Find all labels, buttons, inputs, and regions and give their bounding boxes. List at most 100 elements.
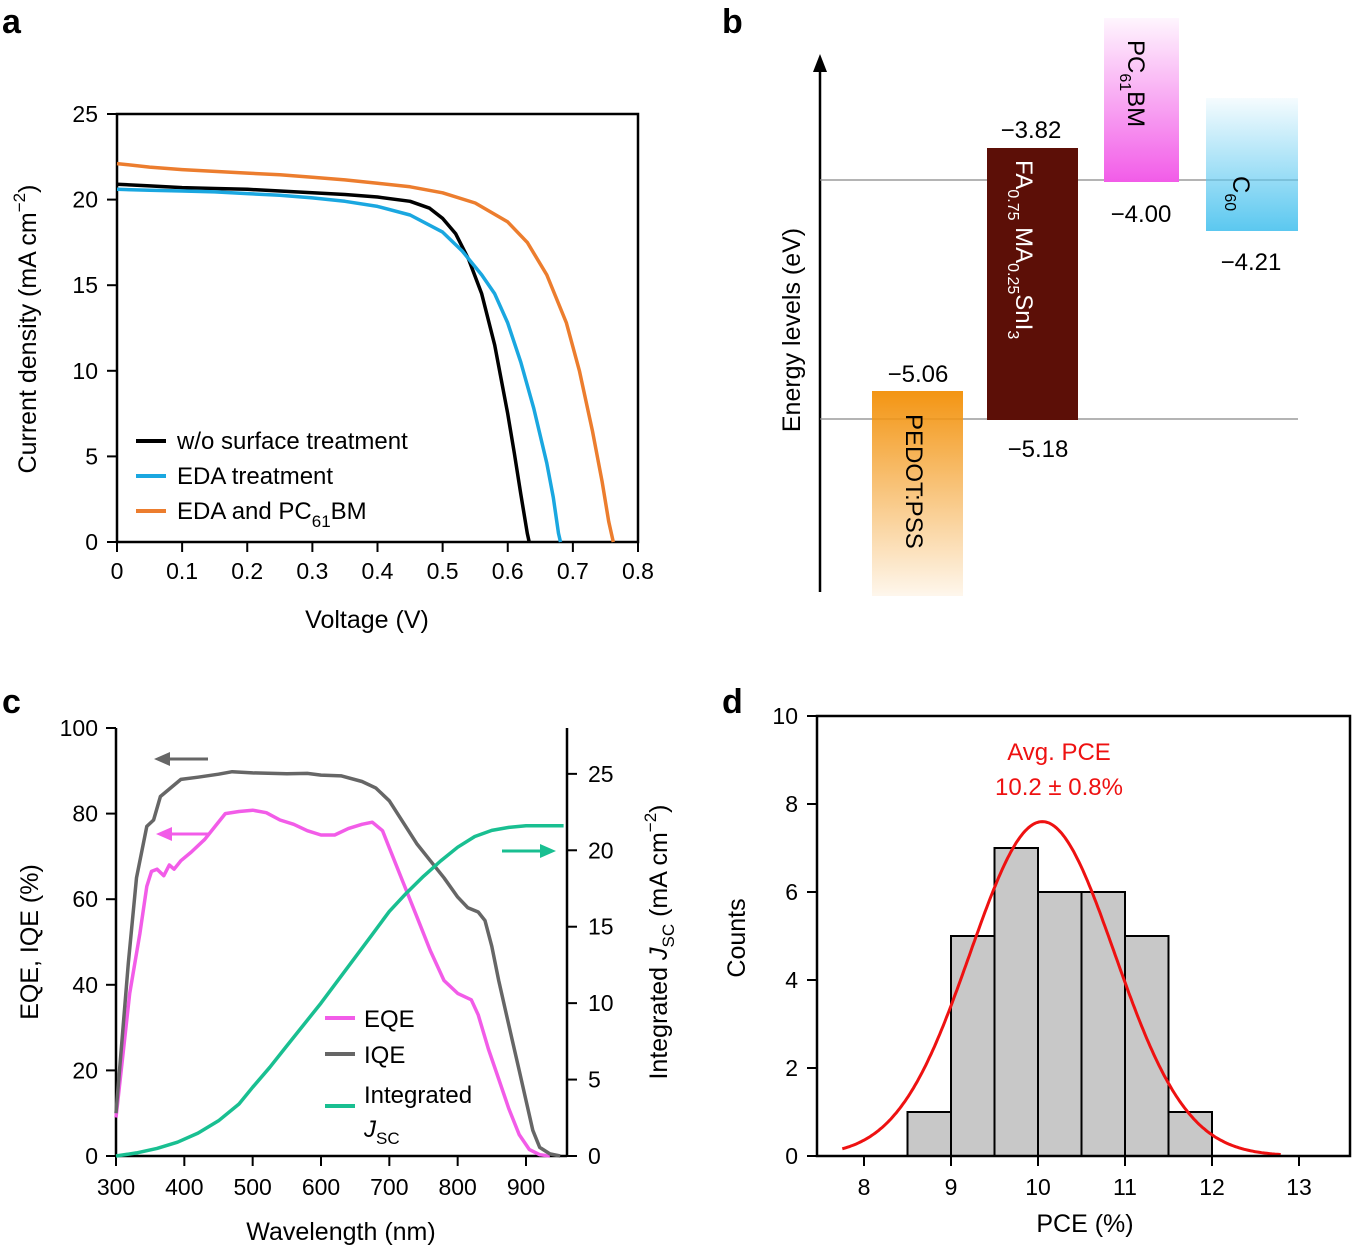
- pedot-pss-level: −5.06: [888, 361, 949, 388]
- c60-bar: [1206, 98, 1298, 231]
- legend-label-jsc-line1: Integrated: [364, 1082, 472, 1109]
- panel-a: a 0 0.1 0.2 0.3 0.4 0.5 0.6 0.7 0.8 0 5 10 15 20 25 V…: [2, 3, 654, 634]
- x-tick-label: 0.6: [492, 558, 524, 584]
- series-eqe: [114, 808, 551, 1158]
- y-tick-label: 0: [85, 529, 98, 555]
- x-tick-label: 600: [302, 1174, 340, 1200]
- y-axis-ticks-c: 0 20 40 60 80 100: [60, 715, 116, 1169]
- legend-c: EQE IQE Integrated JSC: [325, 1006, 472, 1148]
- y2-axis-ticks-c: 0 5 10 15 20 25: [567, 761, 614, 1169]
- series-eda-treatment: [116, 187, 563, 543]
- x-tick-label: 9: [945, 1174, 958, 1200]
- panel-letter-d: d: [722, 683, 743, 721]
- y-axis-ticks-d: 0 2 4 6 8 10: [772, 703, 817, 1169]
- y-tick-label: 0: [785, 1143, 798, 1169]
- legend-label-eda: EDA treatment: [177, 463, 333, 490]
- x-tick-label: 0.8: [622, 558, 654, 584]
- qe-curves: [114, 769, 564, 1158]
- x-tick-label: 900: [507, 1174, 545, 1200]
- histogram-bar: [1037, 891, 1083, 1157]
- panel-d: d 8 9 10 11 12 13 0 2 4 6 8 10 PCE (%) Counts Avg.…: [722, 683, 1352, 1238]
- x-axis-ticks-c: 300 400 500 600 700 800 900: [97, 1156, 545, 1200]
- pcbm-level: −4.00: [1111, 201, 1172, 228]
- perovskite-label: FA0.75 MA0.25SnI3: [1004, 160, 1037, 339]
- iv-curves: [116, 161, 616, 543]
- series-w-o-surface-treatment: [116, 182, 531, 543]
- histogram-bar: [950, 935, 996, 1157]
- y2-tick-label: 5: [588, 1067, 601, 1093]
- series-integrated-jsc: [115, 824, 564, 1158]
- y-tick-label: 20: [72, 1057, 98, 1083]
- y-tick-label: 5: [85, 443, 98, 469]
- y-tick-label: 10: [72, 358, 98, 384]
- x-axis-label-a: Voltage (V): [305, 606, 429, 634]
- histogram-bar: [906, 1111, 952, 1157]
- y-tick-label: 4: [785, 967, 798, 993]
- legend-label-jsc-line2: JSC: [363, 1116, 400, 1148]
- y-tick-label: 20: [72, 187, 98, 213]
- gaussian-fit: [841, 820, 1281, 1157]
- arrow-jsc-right-icon: [502, 844, 556, 858]
- plot-frame-d: [815, 714, 1352, 1158]
- x-tick-label: 11: [1113, 1174, 1137, 1200]
- y-tick-label: 8: [785, 791, 798, 817]
- x-tick-label: 10: [1025, 1174, 1051, 1200]
- y-tick-label: 80: [72, 801, 98, 827]
- perovskite-top-level: −3.82: [1001, 117, 1062, 144]
- legend-label-iqe: IQE: [364, 1042, 405, 1069]
- x-tick-label: 0.1: [166, 558, 198, 584]
- y-tick-label: 15: [72, 272, 98, 298]
- legend-label-eda-pcbm: EDA and PC61BM: [177, 498, 367, 531]
- x-tick-label: 700: [370, 1174, 408, 1200]
- y-tick-label: 60: [72, 886, 98, 912]
- histogram-bar: [993, 847, 1039, 1157]
- x-tick-label: 0.4: [362, 558, 394, 584]
- pcbm-label: PC61BM: [1116, 40, 1149, 127]
- avg-pce-value: 10.2 ± 0.8%: [995, 774, 1123, 801]
- legend-label-untreated: w/o surface treatment: [176, 428, 408, 455]
- legend-label-eqe: EQE: [364, 1006, 415, 1033]
- y-tick-label: 2: [785, 1055, 798, 1081]
- y-axis-label-d: Counts: [723, 898, 751, 977]
- y-tick-label: 40: [72, 972, 98, 998]
- gaussian-fit-curve: [841, 820, 1281, 1157]
- avg-pce-label: Avg. PCE: [1007, 739, 1111, 766]
- x-tick-label: 0.2: [231, 558, 263, 584]
- histogram-bar: [1124, 935, 1170, 1157]
- y-tick-label: 10: [772, 703, 798, 729]
- x-tick-label: 500: [233, 1174, 271, 1200]
- y-axis-label-b: Energy levels (eV): [778, 228, 806, 432]
- x-tick-label: 400: [165, 1174, 203, 1200]
- series-iqe: [114, 769, 561, 1158]
- y2-axis-label-c: Integrated JSC (mA cm−2): [641, 804, 678, 1079]
- x-tick-label: 0.3: [296, 558, 328, 584]
- y-axis-label-c: EQE, IQE (%): [16, 864, 44, 1020]
- y-tick-label: 0: [85, 1143, 98, 1169]
- y2-tick-label: 15: [588, 914, 614, 940]
- x-axis-label-d: PCE (%): [1036, 1210, 1133, 1238]
- pedot-pss-bar: [872, 391, 963, 596]
- pedot-pss-label: PEDOT:PSS: [900, 414, 927, 549]
- series-eda-and-pc61bm: [116, 161, 616, 543]
- y-tick-label: 100: [60, 715, 98, 741]
- energy-axis-arrow-icon: [813, 54, 827, 72]
- x-tick-label: 0: [111, 558, 124, 584]
- panel-letter-a: a: [2, 3, 22, 41]
- x-tick-label: 800: [438, 1174, 476, 1200]
- panel-letter-c: c: [2, 683, 21, 721]
- x-axis-ticks-d: 8 9 10 11 12 13: [858, 1156, 1312, 1200]
- y2-tick-label: 25: [588, 761, 614, 787]
- panel-b: b Energy levels (eV) PEDOT:PSS −5.06 FA0…: [722, 3, 1298, 596]
- y2-tick-label: 0: [588, 1143, 601, 1169]
- y-tick-label: 6: [785, 879, 798, 905]
- perovskite-bottom-level: −5.18: [1008, 436, 1069, 463]
- histogram-bar: [1080, 891, 1126, 1157]
- x-axis-ticks-a: 0 0.1 0.2 0.3 0.4 0.5 0.6 0.7 0.8: [111, 542, 654, 584]
- pcbm-bar: [1104, 18, 1179, 182]
- x-axis-label-c: Wavelength (nm): [246, 1218, 435, 1246]
- x-tick-label: 300: [97, 1174, 135, 1200]
- y2-tick-label: 10: [588, 990, 614, 1016]
- legend-a: w/o surface treatment EDA treatment EDA …: [136, 428, 408, 531]
- x-tick-label: 12: [1199, 1174, 1225, 1200]
